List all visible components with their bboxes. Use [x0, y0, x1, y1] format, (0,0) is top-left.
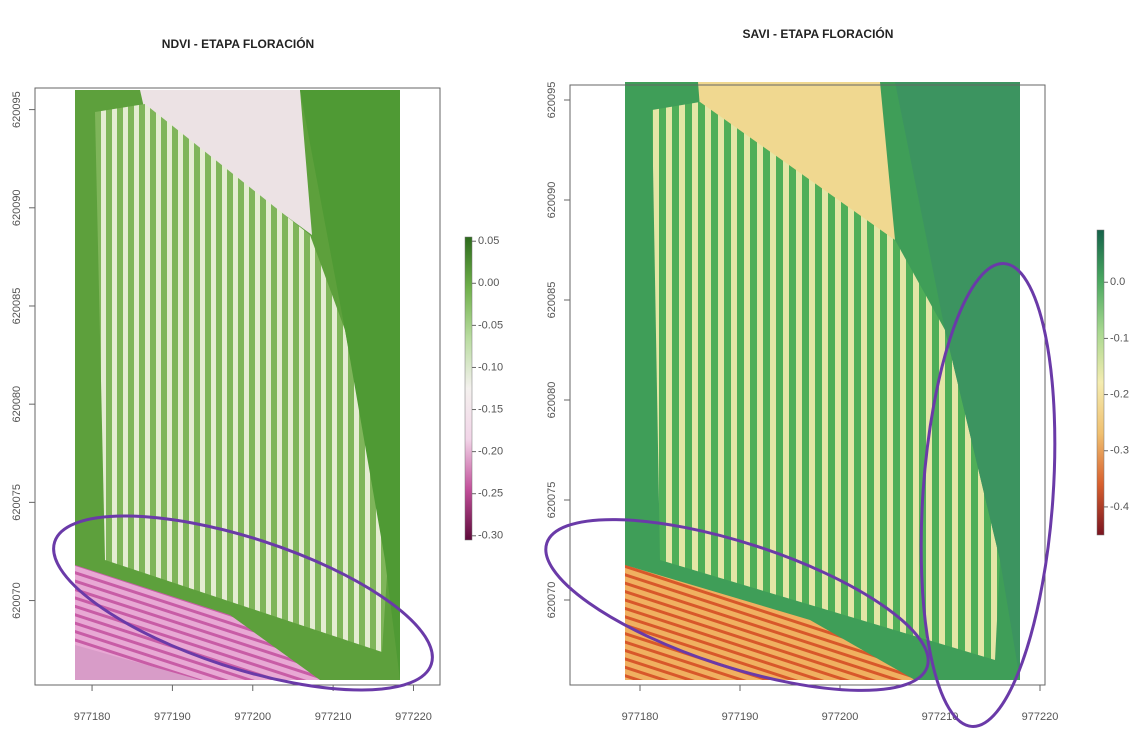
colorbar-tick-label: -0.05 [478, 319, 503, 331]
x-tick-label: 977200 [234, 711, 271, 723]
y-tick-label: 620075 [11, 484, 23, 521]
y-tick-label: 620075 [546, 482, 558, 519]
colorbar [1097, 230, 1104, 535]
raster-left [75, 90, 400, 680]
figure: NDVI - ETAPA FLORACIÓN 977180 977190 977200… [0, 0, 1139, 745]
y-tick-label: 620090 [546, 182, 558, 219]
y-tick-label: 620085 [546, 282, 558, 319]
colorbar-tick-label: -0.15 [478, 403, 503, 415]
colorbar-tick-label: -0.4 [1110, 501, 1129, 513]
x-tick-label: 977210 [315, 711, 352, 723]
y-tick-label: 620085 [11, 288, 23, 325]
chart-title: SAVI - ETAPA FLORACIÓN [743, 26, 894, 41]
colorbar-tick-label: -0.3 [1110, 445, 1129, 457]
x-tick-label: 977220 [1022, 711, 1059, 723]
colorbar-tick-label: 0.05 [478, 235, 499, 247]
y-tick-label: 620095 [11, 91, 23, 128]
colorbar-tick-label: 0.0 [1110, 276, 1125, 288]
y-tick-label: 620090 [11, 189, 23, 226]
x-tick-label: 977190 [154, 711, 191, 723]
colorbar-tick-label: -0.30 [478, 530, 503, 542]
y-tick-label: 620070 [11, 582, 23, 619]
colorbar-tick-label: -0.1 [1110, 332, 1129, 344]
x-tick-label: 977180 [74, 711, 111, 723]
colorbar-tick-label: -0.2 [1110, 388, 1129, 400]
x-tick-label: 977200 [822, 711, 859, 723]
colorbar-tick-label: -0.20 [478, 446, 503, 458]
colorbar [465, 237, 472, 540]
y-tick-label: 620080 [11, 386, 23, 423]
raster-right [625, 82, 1020, 680]
colorbar-tick-label: 0.00 [478, 277, 499, 289]
y-tick-label: 620095 [546, 82, 558, 119]
colorbar-tick-label: -0.10 [478, 361, 503, 373]
y-tick-label: 620080 [546, 382, 558, 419]
x-tick-label: 977220 [395, 711, 432, 723]
x-tick-label: 977190 [722, 711, 759, 723]
y-tick-label: 620070 [546, 582, 558, 619]
chart-title: NDVI - ETAPA FLORACIÓN [162, 36, 314, 51]
x-tick-label: 977180 [622, 711, 659, 723]
colorbar-tick-label: -0.25 [478, 488, 503, 500]
